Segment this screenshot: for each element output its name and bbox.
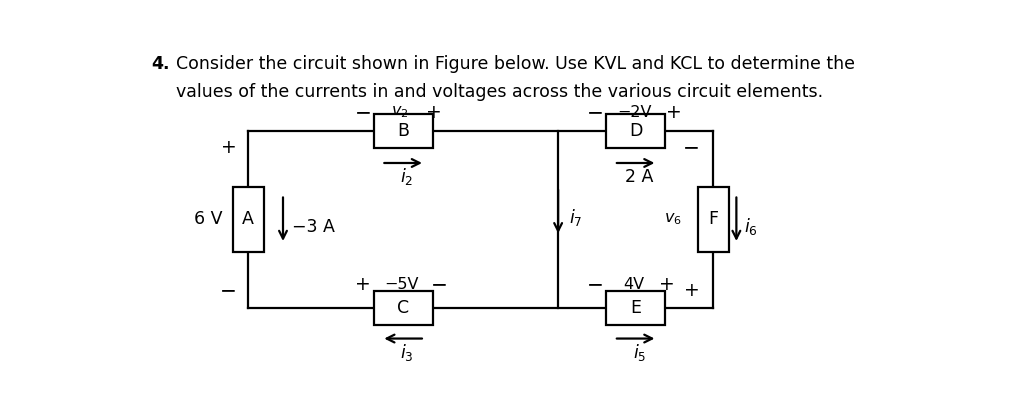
Text: +: + bbox=[221, 138, 237, 157]
Text: −: − bbox=[431, 275, 447, 294]
Text: 2 A: 2 A bbox=[626, 168, 653, 186]
Text: $v_2$: $v_2$ bbox=[390, 104, 408, 120]
Text: +: + bbox=[426, 103, 442, 122]
Text: −: − bbox=[587, 103, 604, 122]
FancyBboxPatch shape bbox=[374, 291, 432, 325]
Text: 4V: 4V bbox=[624, 277, 645, 292]
Text: −: − bbox=[587, 275, 604, 294]
Text: $v_6$: $v_6$ bbox=[664, 211, 682, 227]
Text: −: − bbox=[220, 281, 238, 300]
Text: B: B bbox=[397, 122, 410, 140]
Text: F: F bbox=[709, 210, 718, 228]
Text: C: C bbox=[397, 299, 410, 317]
FancyBboxPatch shape bbox=[374, 114, 432, 148]
Text: E: E bbox=[630, 299, 641, 317]
Text: −5V: −5V bbox=[384, 277, 419, 292]
Text: $i_2$: $i_2$ bbox=[400, 166, 414, 187]
Text: −: − bbox=[354, 103, 372, 122]
Text: 4.: 4. bbox=[152, 55, 170, 73]
Text: +: + bbox=[684, 281, 699, 300]
Text: $i_6$: $i_6$ bbox=[744, 216, 758, 237]
Text: 6 V: 6 V bbox=[194, 210, 222, 228]
FancyBboxPatch shape bbox=[697, 187, 729, 251]
Text: +: + bbox=[667, 103, 682, 122]
Text: −3 A: −3 A bbox=[292, 218, 335, 236]
FancyBboxPatch shape bbox=[232, 187, 263, 251]
Text: −2V: −2V bbox=[616, 105, 651, 120]
Text: values of the currents in and voltages across the various circuit elements.: values of the currents in and voltages a… bbox=[176, 83, 823, 101]
Text: $i_7$: $i_7$ bbox=[569, 207, 583, 228]
Text: +: + bbox=[355, 275, 371, 294]
Text: +: + bbox=[658, 275, 675, 294]
Text: −: − bbox=[683, 138, 699, 157]
Text: $i_5$: $i_5$ bbox=[633, 342, 646, 363]
Text: Consider the circuit shown in Figure below. Use KVL and KCL to determine the: Consider the circuit shown in Figure bel… bbox=[176, 55, 855, 73]
Text: D: D bbox=[629, 122, 642, 140]
Text: A: A bbox=[243, 210, 254, 228]
FancyBboxPatch shape bbox=[606, 114, 665, 148]
FancyBboxPatch shape bbox=[606, 291, 665, 325]
Text: $i_3$: $i_3$ bbox=[400, 342, 414, 363]
